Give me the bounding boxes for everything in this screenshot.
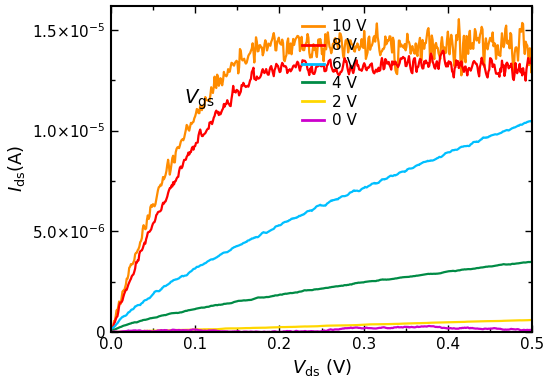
8 V bbox=[307, 69, 314, 74]
6 V bbox=[529, 119, 536, 123]
10 V bbox=[310, 42, 317, 46]
8 V bbox=[439, 48, 446, 53]
Line: 0 V: 0 V bbox=[111, 326, 532, 332]
8 V bbox=[454, 62, 460, 67]
0 V bbox=[307, 329, 314, 333]
8 V bbox=[359, 68, 365, 73]
8 V bbox=[336, 73, 342, 78]
0 V bbox=[454, 326, 460, 331]
6 V bbox=[519, 122, 526, 127]
2 V bbox=[107, 330, 114, 334]
0 V bbox=[520, 328, 526, 332]
0 V bbox=[310, 329, 317, 334]
10 V bbox=[455, 17, 462, 22]
4 V bbox=[336, 284, 342, 288]
Line: 6 V: 6 V bbox=[111, 121, 532, 332]
2 V bbox=[310, 324, 317, 329]
Legend: 10 V, 8 V, 6 V, 4 V, 2 V, 0 V: 10 V, 8 V, 6 V, 4 V, 2 V, 0 V bbox=[295, 13, 373, 134]
8 V bbox=[107, 330, 114, 334]
0 V bbox=[336, 327, 342, 332]
10 V bbox=[336, 43, 342, 48]
8 V bbox=[520, 66, 526, 71]
2 V bbox=[336, 323, 342, 328]
Y-axis label: $\mathit{I}_{\mathrm{ds}}$(A): $\mathit{I}_{\mathrm{ds}}$(A) bbox=[6, 145, 26, 192]
X-axis label: $\mathit{V}_{\mathrm{ds}}$ (V): $\mathit{V}_{\mathrm{ds}}$ (V) bbox=[292, 358, 351, 379]
Line: 4 V: 4 V bbox=[111, 262, 532, 332]
0 V bbox=[426, 324, 432, 328]
Line: 10 V: 10 V bbox=[111, 19, 532, 332]
4 V bbox=[529, 259, 536, 264]
6 V bbox=[528, 118, 535, 123]
0 V bbox=[529, 328, 536, 333]
10 V bbox=[107, 330, 114, 334]
4 V bbox=[310, 288, 317, 292]
6 V bbox=[359, 187, 365, 191]
4 V bbox=[307, 288, 314, 292]
Line: 8 V: 8 V bbox=[111, 51, 532, 332]
6 V bbox=[453, 147, 460, 152]
4 V bbox=[359, 280, 365, 285]
6 V bbox=[307, 208, 314, 213]
2 V bbox=[307, 324, 314, 329]
10 V bbox=[520, 22, 526, 26]
2 V bbox=[529, 318, 536, 322]
0 V bbox=[359, 326, 365, 331]
0 V bbox=[107, 330, 114, 334]
6 V bbox=[310, 207, 317, 212]
6 V bbox=[107, 330, 114, 334]
8 V bbox=[310, 71, 317, 76]
10 V bbox=[529, 53, 536, 57]
8 V bbox=[529, 56, 536, 61]
4 V bbox=[107, 330, 114, 334]
Text: $\mathit{V}_{\mathrm{gs}}$: $\mathit{V}_{\mathrm{gs}}$ bbox=[184, 87, 215, 112]
10 V bbox=[307, 53, 314, 57]
Line: 2 V: 2 V bbox=[111, 320, 532, 332]
6 V bbox=[336, 196, 342, 200]
10 V bbox=[359, 37, 365, 41]
2 V bbox=[453, 320, 460, 324]
4 V bbox=[453, 268, 460, 273]
2 V bbox=[359, 323, 365, 327]
10 V bbox=[453, 33, 460, 37]
2 V bbox=[519, 318, 526, 323]
4 V bbox=[519, 260, 526, 265]
